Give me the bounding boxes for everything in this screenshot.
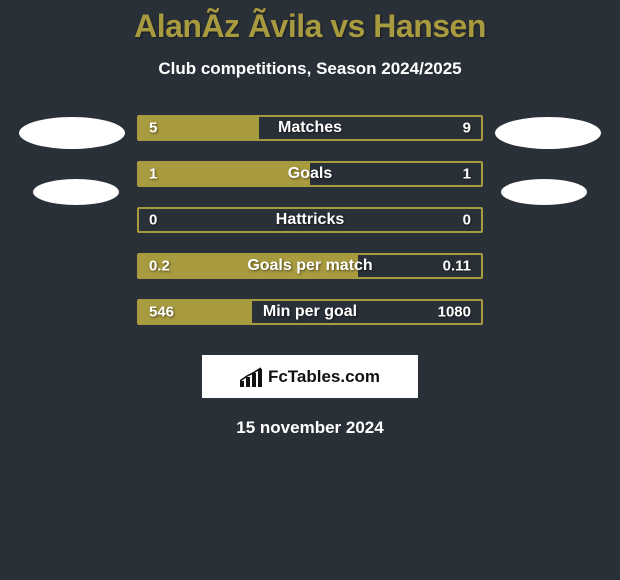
team-badge-placeholder [495,117,601,149]
stat-bar-fill [139,163,310,185]
left-player-badges [19,115,125,205]
stat-label: Hattricks [276,211,344,229]
stat-bar-matches: 5 Matches 9 [137,115,483,141]
stat-bars: 5 Matches 9 1 Goals 1 0 Hattricks 0 0.2 … [137,115,483,325]
stat-left-value: 1 [149,166,157,183]
stat-left-value: 0.2 [149,258,170,275]
team-badge-placeholder [19,117,125,149]
right-player-badges [495,115,601,205]
stat-label: Goals [288,165,332,183]
stat-label: Goals per match [247,257,372,275]
page-title: AlanÃz Ãvila vs Hansen [0,8,620,45]
stat-right-value: 1080 [438,304,471,321]
country-badge-placeholder [501,179,587,205]
footer-date: 15 november 2024 [0,418,620,438]
stats-area: 5 Matches 9 1 Goals 1 0 Hattricks 0 0.2 … [0,115,620,325]
stat-right-value: 9 [463,120,471,137]
stat-left-value: 5 [149,120,157,137]
stat-label: Min per goal [263,303,357,321]
stat-bar-goals-per-match: 0.2 Goals per match 0.11 [137,253,483,279]
stat-label: Matches [278,119,342,137]
stat-bar-hattricks: 0 Hattricks 0 [137,207,483,233]
comparison-infographic: AlanÃz Ãvila vs Hansen Club competitions… [0,0,620,438]
subtitle: Club competitions, Season 2024/2025 [0,59,620,79]
stat-bar-min-per-goal: 546 Min per goal 1080 [137,299,483,325]
bar-chart-icon [240,367,264,387]
logo-text: FcTables.com [268,367,380,387]
stat-left-value: 0 [149,212,157,229]
stat-left-value: 546 [149,304,174,321]
stat-right-value: 1 [463,166,471,183]
stat-right-value: 0.11 [443,258,471,275]
stat-right-value: 0 [463,212,471,229]
stat-bar-goals: 1 Goals 1 [137,161,483,187]
fctables-logo: FcTables.com [202,355,418,398]
country-badge-placeholder [33,179,119,205]
